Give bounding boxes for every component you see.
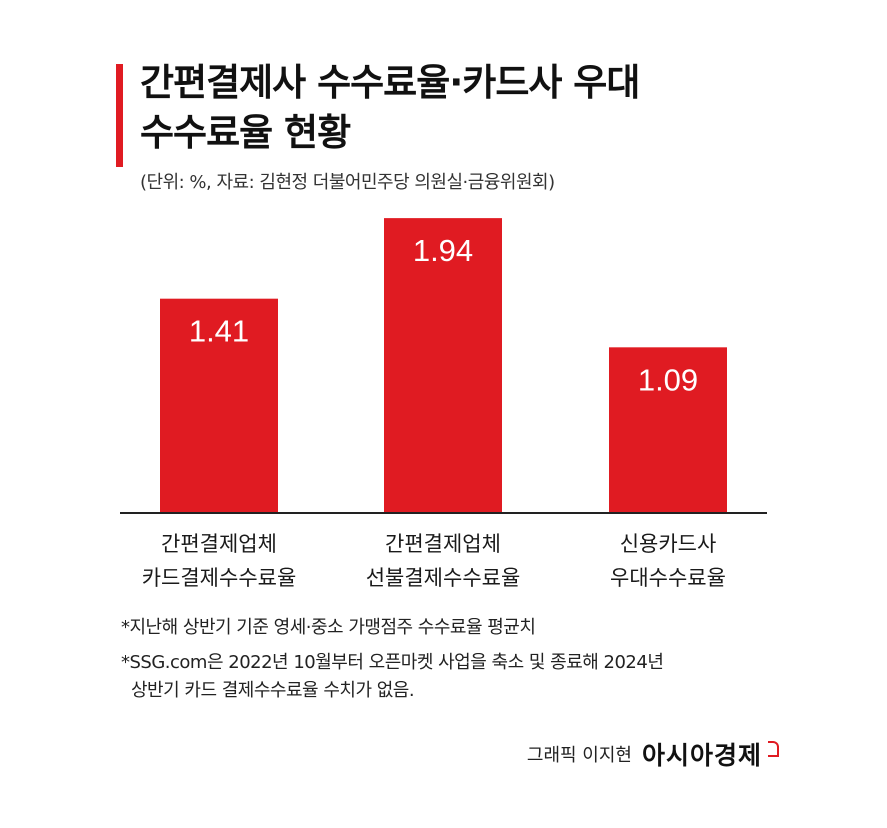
title-accent-bar [116, 64, 123, 167]
category-label-1-line-1: 간편결제업체 [161, 532, 277, 556]
data-label-1: 1.41 [189, 314, 249, 349]
data-label-2: 1.94 [413, 233, 473, 268]
chart-title-line-2: 수수료율 현황 [140, 111, 351, 154]
category-label-1-line-2: 카드결제수수료율 [142, 566, 297, 590]
footnote-2: *SSG.com은 2022년 10월부터 오픈마켓 사업을 축소 및 종료해 … [121, 652, 664, 673]
bar-2 [384, 218, 502, 513]
chart-title-line-1: 간편결제사 수수료율·카드사 우대 [140, 61, 640, 104]
category-label-2-line-1: 간편결제업체 [385, 532, 501, 556]
credit: 그래픽 이지현 아시아경제 [527, 736, 779, 772]
data-label-3: 1.09 [638, 362, 698, 397]
category-label-3-line-1: 신용카드사 [620, 532, 717, 556]
brand-mark-icon [768, 741, 779, 757]
footnote-3: 상반기 카드 결제수수료율 수치가 없음. [131, 680, 415, 701]
category-label-3-line-2: 우대수수료율 [610, 566, 726, 590]
chart-title: 간편결제사 수수료율·카드사 우대 수수료율 현황 [140, 58, 640, 158]
bar-3 [609, 347, 727, 513]
category-label-2-line-2: 선불결제수수료율 [366, 566, 521, 590]
footnote-1: *지난해 상반기 기준 영세·중소 가맹점주 수수료율 평균치 [121, 617, 536, 638]
brand-logo: 아시아경제 [641, 741, 762, 770]
bar-1 [160, 298, 278, 513]
graphic-credit: 그래픽 이지현 [526, 745, 632, 766]
chart-subtitle: (단위: %, 자료: 김현정 더불어민주당 의원실·금융위원회) [140, 172, 555, 193]
